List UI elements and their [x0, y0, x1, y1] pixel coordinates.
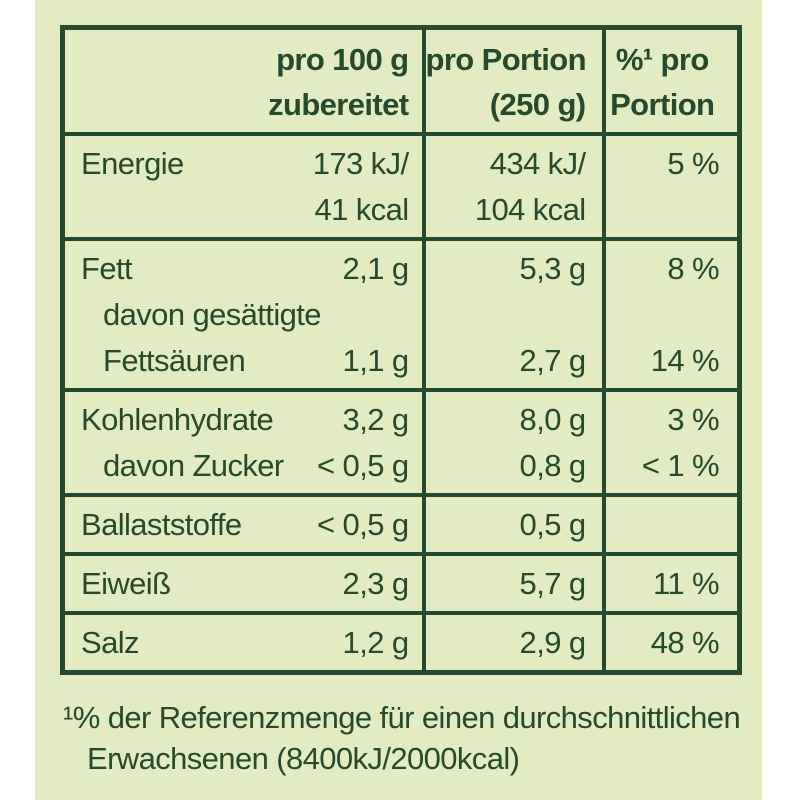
pct-value: 48 % [650, 625, 720, 660]
pct-value: 14 % [650, 343, 720, 378]
row-eiweiss: Eiweiß 2,3 g 5,7 g 11 % [60, 552, 742, 615]
fett-line1: Fett 2,1 g [81, 246, 409, 292]
header-row: pro 100 g zubereitet pro Portion (250 g)… [60, 25, 742, 136]
nutrient-label: Fett [81, 251, 133, 286]
energie-portion-cell: 434 kJ/ 104 kcal [421, 132, 606, 241]
portion-value: 104 kcal [474, 192, 586, 227]
header-per-100g-line2: zubereitet [268, 87, 409, 122]
salz-line1: Salz 1,2 g [81, 620, 409, 666]
per100-value: 173 kJ/ [312, 146, 409, 181]
footnote-line1: ¹% der Referenzmenge für einen durchschn… [63, 700, 741, 735]
kohlenhydrate-label-cell: Kohlenhydrate 3,2 g davon Zucker < 0,5 g [60, 388, 426, 497]
fett-label-cell: Fett 2,1 g davon gesättigte Fettsäuren 1… [60, 237, 426, 392]
pct-value: 8 % [667, 251, 719, 286]
portion-value: 0,5 g [519, 507, 587, 542]
salz-pct-cell: 48 % [601, 611, 742, 675]
fett-portion-cell: 5,3 g 2,7 g [421, 237, 606, 392]
fett-pct-cell: 8 % 14 % [601, 237, 742, 392]
pct-value: < 1 % [641, 448, 720, 483]
nutrient-sublabel: Fettsäuren [103, 343, 246, 378]
nutrition-table: pro 100 g zubereitet pro Portion (250 g)… [60, 25, 742, 675]
eiweiss-portion-cell: 5,7 g [421, 552, 606, 615]
eiweiss-line1: Eiweiß 2,3 g [81, 561, 409, 607]
header-per-portion-line2: (250 g) [489, 87, 586, 122]
row-kohlenhydrate: Kohlenhydrate 3,2 g davon Zucker < 0,5 g… [60, 388, 742, 497]
eiweiss-label-cell: Eiweiß 2,3 g [60, 552, 426, 615]
nutrient-label: Eiweiß [81, 566, 171, 601]
eiweiss-pct-cell: 11 % [601, 552, 742, 615]
label-panel: pro 100 g zubereitet pro Portion (250 g)… [35, 0, 762, 800]
portion-value: 2,9 g [519, 625, 587, 660]
header-per-100g: pro 100 g zubereitet [60, 25, 426, 136]
per100-value: < 0,5 g [317, 448, 409, 483]
ballaststoffe-pct-cell [601, 493, 742, 556]
energie-label-cell: Energie 173 kJ/ 41 kcal [60, 132, 426, 241]
header-per-portion: pro Portion (250 g) [421, 25, 606, 136]
kohlenhydrate-pct-cell: 3 % < 1 % [601, 388, 742, 497]
header-per-100g-line1: pro 100 g [276, 42, 409, 77]
energie-line1: Energie 173 kJ/ [81, 141, 409, 187]
pct-value [606, 502, 720, 548]
nutrient-label: Energie [81, 146, 184, 181]
ballaststoffe-portion-cell: 0,5 g [421, 493, 606, 556]
portion-value: 8,0 g [519, 402, 587, 437]
ballaststoffe-label-cell: Ballaststoffe < 0,5 g [60, 493, 426, 556]
pct-value: 11 % [653, 566, 720, 601]
portion-value: 5,3 g [519, 251, 587, 286]
reference-footnote: ¹% der Referenzmenge für einen durchschn… [63, 697, 762, 779]
portion-value: 0,8 g [519, 448, 587, 483]
row-fett: Fett 2,1 g davon gesättigte Fettsäuren 1… [60, 237, 742, 392]
per100-value: 2,3 g [342, 566, 410, 601]
per100-value: 1,1 g [342, 343, 410, 378]
nutrient-sublabel: davon Zucker [103, 448, 284, 483]
header-pct-portion-line2: Portion [610, 87, 715, 122]
per100-value: 1,2 g [342, 625, 410, 660]
per100-value: 41 kcal [314, 192, 409, 227]
portion-value: 5,7 g [519, 566, 587, 601]
ballaststoffe-line1: Ballaststoffe < 0,5 g [81, 502, 409, 548]
fett-line3: Fettsäuren 1,1 g [81, 338, 409, 384]
header-per-portion-line1: pro Portion [425, 42, 587, 77]
kohlenhydrate-portion-cell: 8,0 g 0,8 g [421, 388, 606, 497]
pct-value: 3 % [667, 402, 719, 437]
kohlenhydrate-line1: Kohlenhydrate 3,2 g [81, 397, 409, 443]
kohlenhydrate-line2: davon Zucker < 0,5 g [81, 443, 409, 489]
per100-value: 2,1 g [342, 251, 410, 286]
salz-label-cell: Salz 1,2 g [60, 611, 426, 675]
pct-value [606, 292, 720, 338]
header-pct-portion-line1: %¹ pro [615, 42, 709, 77]
header-pct-portion: %¹ pro Portion [601, 25, 742, 136]
portion-value: 434 kJ/ [489, 146, 586, 181]
portion-value [426, 292, 586, 338]
portion-value: 2,7 g [519, 343, 587, 378]
row-ballaststoffe: Ballaststoffe < 0,5 g 0,5 g [60, 493, 742, 556]
nutrient-sublabel: davon gesättigte [103, 297, 322, 332]
pct-value: 5 % [667, 146, 719, 181]
nutrient-label: Ballaststoffe [81, 507, 242, 542]
row-energie: Energie 173 kJ/ 41 kcal 434 kJ/ 104 kcal… [60, 132, 742, 241]
per100-value: 3,2 g [342, 402, 410, 437]
energie-pct-cell: 5 % [601, 132, 742, 241]
row-salz: Salz 1,2 g 2,9 g 48 % [60, 611, 742, 675]
footnote-line2: Erwachsenen (8400kJ/2000kcal) [87, 741, 520, 776]
per100-value: < 0,5 g [317, 507, 409, 542]
salz-portion-cell: 2,9 g [421, 611, 606, 675]
nutrient-label: Kohlenhydrate [81, 402, 274, 437]
nutrient-label: Salz [81, 625, 140, 660]
